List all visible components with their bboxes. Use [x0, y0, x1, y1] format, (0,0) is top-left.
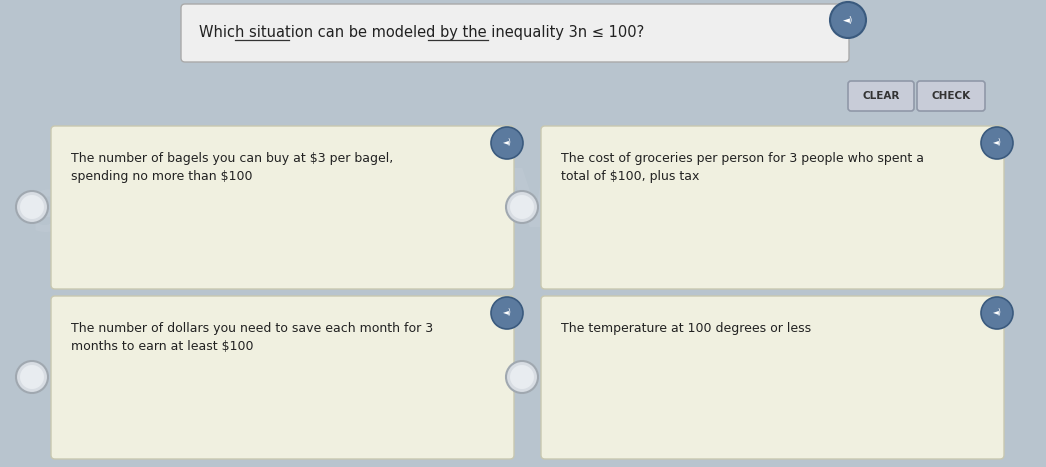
FancyBboxPatch shape [541, 126, 1004, 289]
Text: The cost of groceries per person for 3 people who spent a
total of $100, plus ta: The cost of groceries per person for 3 p… [561, 152, 924, 183]
Text: THINK: THINK [340, 166, 622, 244]
FancyBboxPatch shape [848, 81, 914, 111]
Text: ◄): ◄) [502, 309, 511, 318]
Text: Which situation can be modeled by the inequality 3n ≤ 100?: Which situation can be modeled by the in… [199, 26, 644, 41]
Circle shape [981, 297, 1013, 329]
Text: ◄): ◄) [843, 15, 854, 24]
Text: The number of dollars you need to save each month for 3
months to earn at least : The number of dollars you need to save e… [71, 322, 433, 353]
Text: ◄): ◄) [993, 309, 1001, 318]
Text: The temperature at 100 degrees or less: The temperature at 100 degrees or less [561, 322, 811, 335]
Text: The number of bagels you can buy at $3 per bagel,
spending no more than $100: The number of bagels you can buy at $3 p… [71, 152, 393, 183]
FancyBboxPatch shape [541, 296, 1004, 459]
Text: ◄): ◄) [993, 139, 1001, 148]
Circle shape [16, 361, 48, 393]
Circle shape [491, 127, 523, 159]
FancyBboxPatch shape [181, 4, 849, 62]
Circle shape [20, 365, 44, 389]
Circle shape [20, 195, 44, 219]
FancyBboxPatch shape [917, 81, 985, 111]
Text: ◄): ◄) [502, 139, 511, 148]
Circle shape [829, 2, 866, 38]
Circle shape [981, 127, 1013, 159]
Text: CLEAR: CLEAR [862, 91, 900, 101]
Circle shape [506, 361, 538, 393]
Circle shape [510, 195, 535, 219]
FancyBboxPatch shape [51, 296, 514, 459]
Circle shape [506, 191, 538, 223]
Circle shape [510, 365, 535, 389]
Text: 93  45: 93 45 [30, 188, 223, 242]
Text: CHECK: CHECK [931, 91, 971, 101]
Circle shape [16, 191, 48, 223]
Circle shape [491, 297, 523, 329]
FancyBboxPatch shape [51, 126, 514, 289]
